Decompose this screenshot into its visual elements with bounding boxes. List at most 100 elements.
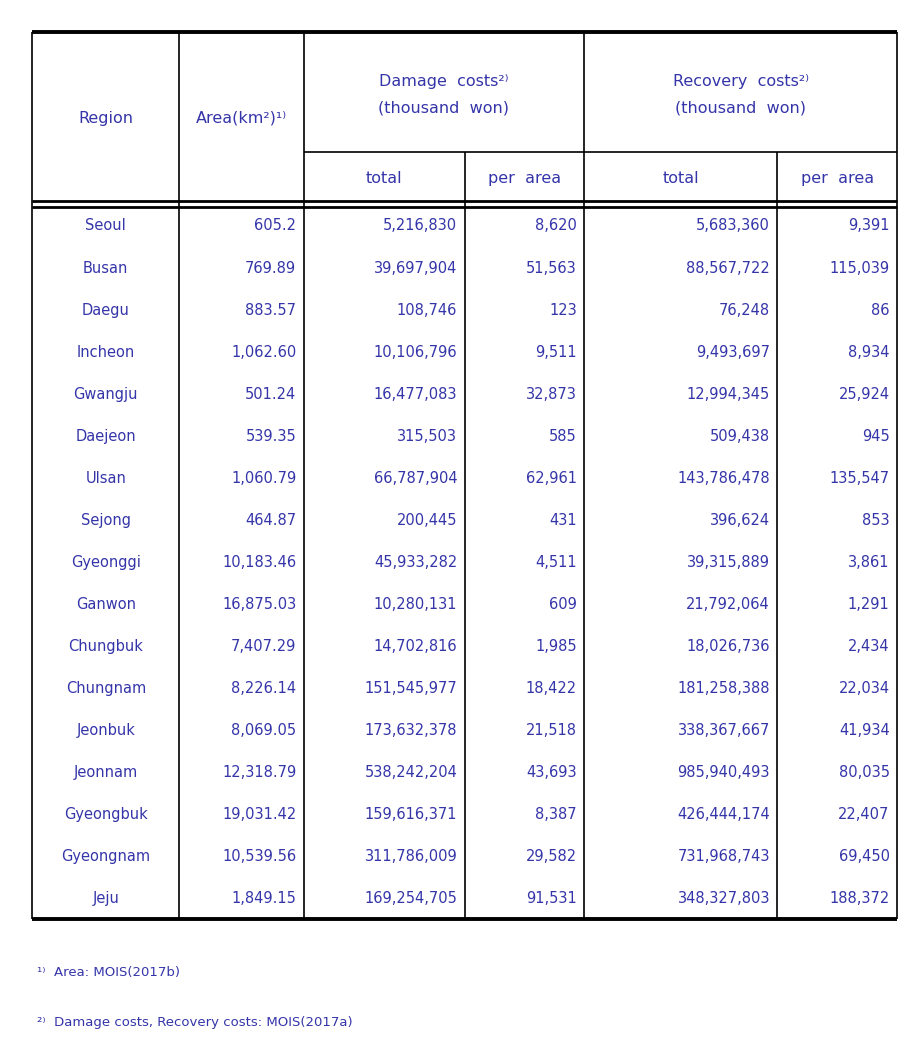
- Text: 7,407.29: 7,407.29: [231, 639, 296, 654]
- Text: 315,503: 315,503: [397, 428, 457, 443]
- Text: 32,873: 32,873: [526, 387, 576, 402]
- Text: 16,875.03: 16,875.03: [221, 596, 296, 612]
- Text: Chungnam: Chungnam: [65, 680, 146, 696]
- Text: ¹⁾  Area: MOIS(2017b): ¹⁾ Area: MOIS(2017b): [37, 966, 179, 979]
- Text: 605.2: 605.2: [254, 219, 296, 234]
- Text: Region: Region: [78, 111, 133, 125]
- Text: 12,994,345: 12,994,345: [686, 387, 769, 402]
- Text: 143,786,478: 143,786,478: [676, 471, 769, 486]
- Text: 8,620: 8,620: [534, 219, 576, 234]
- Text: 51,563: 51,563: [526, 260, 576, 275]
- Text: 22,407: 22,407: [837, 807, 889, 822]
- Text: 538,242,204: 538,242,204: [364, 765, 457, 780]
- Text: 188,372: 188,372: [829, 891, 889, 906]
- Text: 985,940,493: 985,940,493: [676, 765, 769, 780]
- Text: 348,327,803: 348,327,803: [676, 891, 769, 906]
- Text: Gyeongbuk: Gyeongbuk: [63, 807, 148, 822]
- Text: 501.24: 501.24: [244, 387, 296, 402]
- Text: 9,391: 9,391: [847, 219, 889, 234]
- Text: per  area: per area: [800, 171, 873, 186]
- Text: 135,547: 135,547: [829, 471, 889, 486]
- Text: Area(km²)¹⁾: Area(km²)¹⁾: [196, 111, 287, 125]
- Text: Ganwon: Ganwon: [75, 596, 136, 612]
- Text: Seoul: Seoul: [85, 219, 126, 234]
- Text: Chungbuk: Chungbuk: [68, 639, 143, 654]
- Text: 769.89: 769.89: [244, 260, 296, 275]
- Text: 3,861: 3,861: [847, 555, 889, 570]
- Text: 945: 945: [861, 428, 889, 443]
- Text: 43,693: 43,693: [526, 765, 576, 780]
- Text: 9,493,697: 9,493,697: [696, 344, 769, 359]
- Text: 21,518: 21,518: [526, 723, 576, 738]
- Text: 88,567,722: 88,567,722: [686, 260, 769, 275]
- Text: 18,422: 18,422: [525, 680, 576, 696]
- Text: Gyeonggi: Gyeonggi: [71, 555, 141, 570]
- Text: 10,280,131: 10,280,131: [373, 596, 457, 612]
- Text: per  area: per area: [487, 171, 561, 186]
- Text: 311,786,009: 311,786,009: [364, 849, 457, 864]
- Text: 115,039: 115,039: [829, 260, 889, 275]
- Text: 45,933,282: 45,933,282: [374, 555, 457, 570]
- Text: 4,511: 4,511: [535, 555, 576, 570]
- Text: 731,968,743: 731,968,743: [676, 849, 769, 864]
- Text: 431: 431: [549, 512, 576, 527]
- Text: 19,031.42: 19,031.42: [221, 807, 296, 822]
- Text: 39,315,889: 39,315,889: [686, 555, 769, 570]
- Text: 1,062.60: 1,062.60: [231, 344, 296, 359]
- Text: 8,069.05: 8,069.05: [231, 723, 296, 738]
- Text: 5,216,830: 5,216,830: [382, 219, 457, 234]
- Text: 62,961: 62,961: [526, 471, 576, 486]
- Text: 8,226.14: 8,226.14: [231, 680, 296, 696]
- Text: 509,438: 509,438: [709, 428, 769, 443]
- Text: 585: 585: [549, 428, 576, 443]
- Text: 1,060.79: 1,060.79: [231, 471, 296, 486]
- Text: 8,934: 8,934: [847, 344, 889, 359]
- Text: 108,746: 108,746: [396, 303, 457, 318]
- Text: 151,545,977: 151,545,977: [364, 680, 457, 696]
- Text: Jeju: Jeju: [92, 891, 119, 906]
- Text: 539.35: 539.35: [245, 428, 296, 443]
- Text: 10,183.46: 10,183.46: [221, 555, 296, 570]
- Text: 181,258,388: 181,258,388: [676, 680, 769, 696]
- Text: total: total: [662, 171, 698, 186]
- Text: 8,387: 8,387: [535, 807, 576, 822]
- Text: Gyeongnam: Gyeongnam: [62, 849, 150, 864]
- Text: 200,445: 200,445: [396, 512, 457, 527]
- Text: Gwangju: Gwangju: [74, 387, 138, 402]
- Text: total: total: [366, 171, 402, 186]
- Text: 80,035: 80,035: [838, 765, 889, 780]
- Text: 12,318.79: 12,318.79: [221, 765, 296, 780]
- Text: 396,624: 396,624: [709, 512, 769, 527]
- Text: Jeonbuk: Jeonbuk: [76, 723, 135, 738]
- Text: (thousand  won): (thousand won): [675, 100, 805, 115]
- Text: 41,934: 41,934: [838, 723, 889, 738]
- Text: Ulsan: Ulsan: [85, 471, 126, 486]
- Text: 883.57: 883.57: [245, 303, 296, 318]
- Text: 1,291: 1,291: [847, 596, 889, 612]
- Text: Jeonnam: Jeonnam: [74, 765, 138, 780]
- Text: 25,924: 25,924: [837, 387, 889, 402]
- Text: 1,849.15: 1,849.15: [231, 891, 296, 906]
- Text: ²⁾  Damage costs, Recovery costs: MOIS(2017a): ²⁾ Damage costs, Recovery costs: MOIS(20…: [37, 1016, 352, 1029]
- Text: Damage  costs²⁾: Damage costs²⁾: [379, 73, 508, 88]
- Text: 159,616,371: 159,616,371: [364, 807, 457, 822]
- Text: 5,683,360: 5,683,360: [696, 219, 769, 234]
- Text: 173,632,378: 173,632,378: [364, 723, 457, 738]
- Text: 123: 123: [549, 303, 576, 318]
- Text: 14,702,816: 14,702,816: [373, 639, 457, 654]
- Text: (thousand  won): (thousand won): [378, 100, 509, 115]
- Text: 609: 609: [549, 596, 576, 612]
- Text: 16,477,083: 16,477,083: [373, 387, 457, 402]
- Text: 69,450: 69,450: [838, 849, 889, 864]
- Text: 29,582: 29,582: [525, 849, 576, 864]
- Text: 76,248: 76,248: [718, 303, 769, 318]
- Text: Recovery  costs²⁾: Recovery costs²⁾: [672, 73, 808, 88]
- Text: Daegu: Daegu: [82, 303, 130, 318]
- Text: 22,034: 22,034: [837, 680, 889, 696]
- Text: 169,254,705: 169,254,705: [364, 891, 457, 906]
- Text: 9,511: 9,511: [535, 344, 576, 359]
- Text: Daejeon: Daejeon: [75, 428, 136, 443]
- Text: 18,026,736: 18,026,736: [686, 639, 769, 654]
- Text: 1,985: 1,985: [535, 639, 576, 654]
- Text: 21,792,064: 21,792,064: [686, 596, 769, 612]
